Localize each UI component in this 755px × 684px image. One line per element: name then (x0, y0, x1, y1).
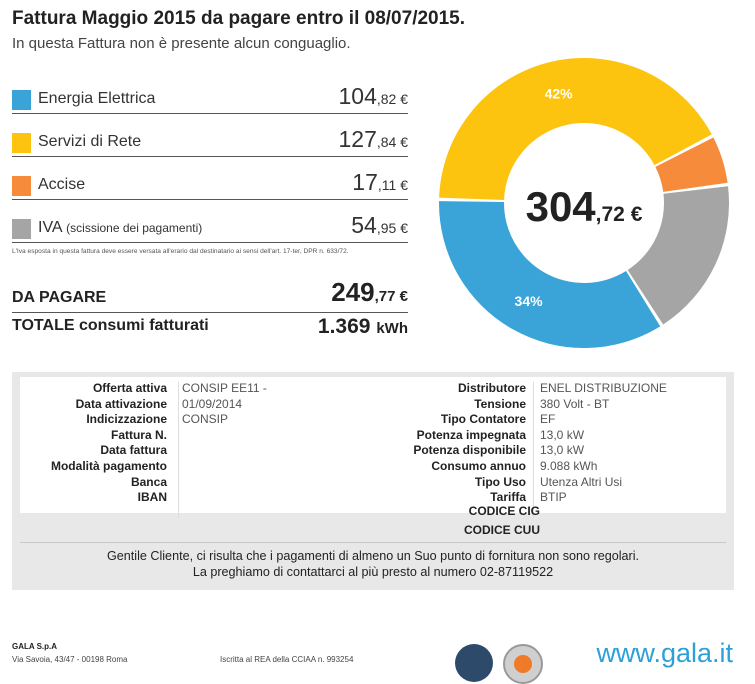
breakdown-amount: 17,11 € (352, 169, 408, 195)
donut-slice (627, 186, 729, 325)
field-value: 380 Volt - BT (540, 396, 610, 411)
legend-swatch-yellow (12, 133, 31, 153)
field-key: IBAN (137, 490, 167, 505)
breakdown-row-accise: Accise 17,11 € (12, 169, 408, 200)
breakdown-label: Energia Elettrica (38, 90, 156, 107)
vat-footnote: L'Iva esposta in questa fattura deve ess… (12, 248, 349, 255)
column-divider (533, 382, 534, 518)
certification-logo-icon (503, 644, 543, 684)
field-key: Potenza impegnata (416, 427, 526, 442)
field-key: Tipo Contatore (440, 412, 526, 427)
breakdown-label: Accise (38, 176, 86, 193)
field-key: Distributore (457, 381, 526, 395)
breakdown-note: (scissione dei pagamenti) (66, 221, 203, 235)
field-key: Indicizzazione (86, 412, 167, 427)
breakdown-row-energia: Energia Elettrica 104,82 € (12, 83, 408, 114)
to-pay-label: DA PAGARE (12, 289, 107, 306)
field-value: EF (540, 412, 556, 427)
field-value: 13,0 kW (540, 443, 585, 458)
divider (12, 312, 408, 313)
consumption-label: TOTALE consumi fatturati (12, 317, 209, 334)
breakdown-label: Servizi di Rete (38, 133, 142, 150)
invoice-subtitle: In questa Fattura non è presente alcun c… (12, 35, 351, 52)
breakdown-amount: 54,95 € (351, 212, 408, 238)
legend-swatch-orange (12, 176, 31, 196)
donut-percent-label: 42% (545, 85, 574, 101)
invoice-title: Fattura Maggio 2015 da pagare entro il 0… (12, 8, 466, 29)
notice-line-1: Gentile Cliente, ci risulta che i pagame… (106, 549, 640, 563)
contract-details: Offerta attiva CONSIP EE11 - Data attivazi… (20, 377, 726, 518)
cost-donut-chart: 34% 42% 304,72 € (439, 58, 729, 348)
codice-cig-label: CODICE CIG (468, 504, 540, 518)
breakdown-amount: 104,82 € (338, 83, 408, 109)
field-value: ENEL DISTRIBUZIONE (540, 381, 667, 395)
donut-center-total: 304,72 € (526, 183, 643, 230)
field-key: Data fattura (100, 443, 167, 458)
field-key: Potenza disponibile (413, 443, 526, 458)
field-key: Tariffa (490, 490, 526, 505)
to-pay-amount: 249,77 € (331, 277, 408, 307)
field-key: Tipo Uso (474, 474, 526, 489)
field-value: 13,0 kW (540, 427, 585, 442)
field-value: CONSIP (182, 412, 229, 427)
rea-registration: Iscritta al REA della CCIAA n. 993254 (220, 655, 354, 664)
field-key: Modalità pagamento (50, 459, 167, 473)
company-address: Via Savoia, 43/47 - 00198 Roma (12, 655, 128, 664)
website-link[interactable]: www.gala.it (596, 638, 733, 668)
divider (20, 542, 726, 543)
accredia-logo-icon (455, 644, 493, 682)
breakdown-row-iva: IVA (scissione dei pagamenti) 54,95 € (12, 212, 408, 243)
donut-slice (655, 137, 728, 192)
field-key: Consumo annuo (431, 459, 526, 473)
field-value: 01/09/2014 (182, 396, 243, 411)
field-value: Utenza Altri Usi (540, 474, 623, 489)
consumption-value: 1.369 kWh (317, 315, 408, 338)
field-key: Offerta attiva (92, 381, 167, 395)
field-key: Tensione (474, 396, 526, 411)
company-name: GALA S.p.A (12, 642, 58, 651)
field-key: Fattura N. (110, 427, 167, 442)
breakdown-label: IVA (scissione dei pagamenti) (38, 219, 203, 236)
legend-swatch-blue (12, 90, 31, 110)
field-value: CONSIP EE11 - (182, 381, 267, 395)
codice-cuu-label: CODICE CUU (463, 523, 540, 537)
field-value: BTIP (540, 490, 567, 505)
contract-info-panel: Offerta attiva CONSIP EE11 - Data attivazi… (12, 372, 734, 590)
legend-swatch-grey (12, 219, 31, 239)
field-value: 9.088 kWh (540, 459, 598, 473)
field-key: Banca (130, 474, 167, 489)
field-key: Data attivazione (75, 396, 167, 411)
donut-percent-label: 34% (515, 293, 544, 309)
donut-slice (439, 58, 712, 201)
donut-slice (439, 201, 661, 348)
breakdown-amount: 127,84 € (338, 126, 408, 152)
payment-notice: Gentile Cliente, ci risulta che i pagame… (20, 548, 726, 580)
breakdown-row-servizi: Servizi di Rete 127,84 € (12, 126, 408, 157)
column-divider (178, 382, 179, 518)
notice-line-2: La preghiamo di contattarci al più prest… (192, 565, 554, 579)
